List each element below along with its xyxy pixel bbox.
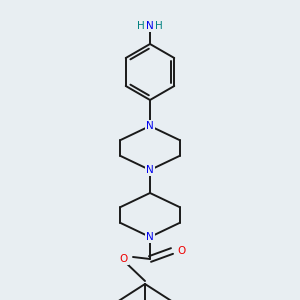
Text: O: O [177,246,185,256]
Text: O: O [120,254,128,264]
Text: N: N [146,232,154,242]
Text: H: H [137,21,145,31]
Text: N: N [146,21,154,31]
Text: N: N [146,165,154,175]
Text: N: N [146,121,154,131]
Text: H: H [155,21,163,31]
